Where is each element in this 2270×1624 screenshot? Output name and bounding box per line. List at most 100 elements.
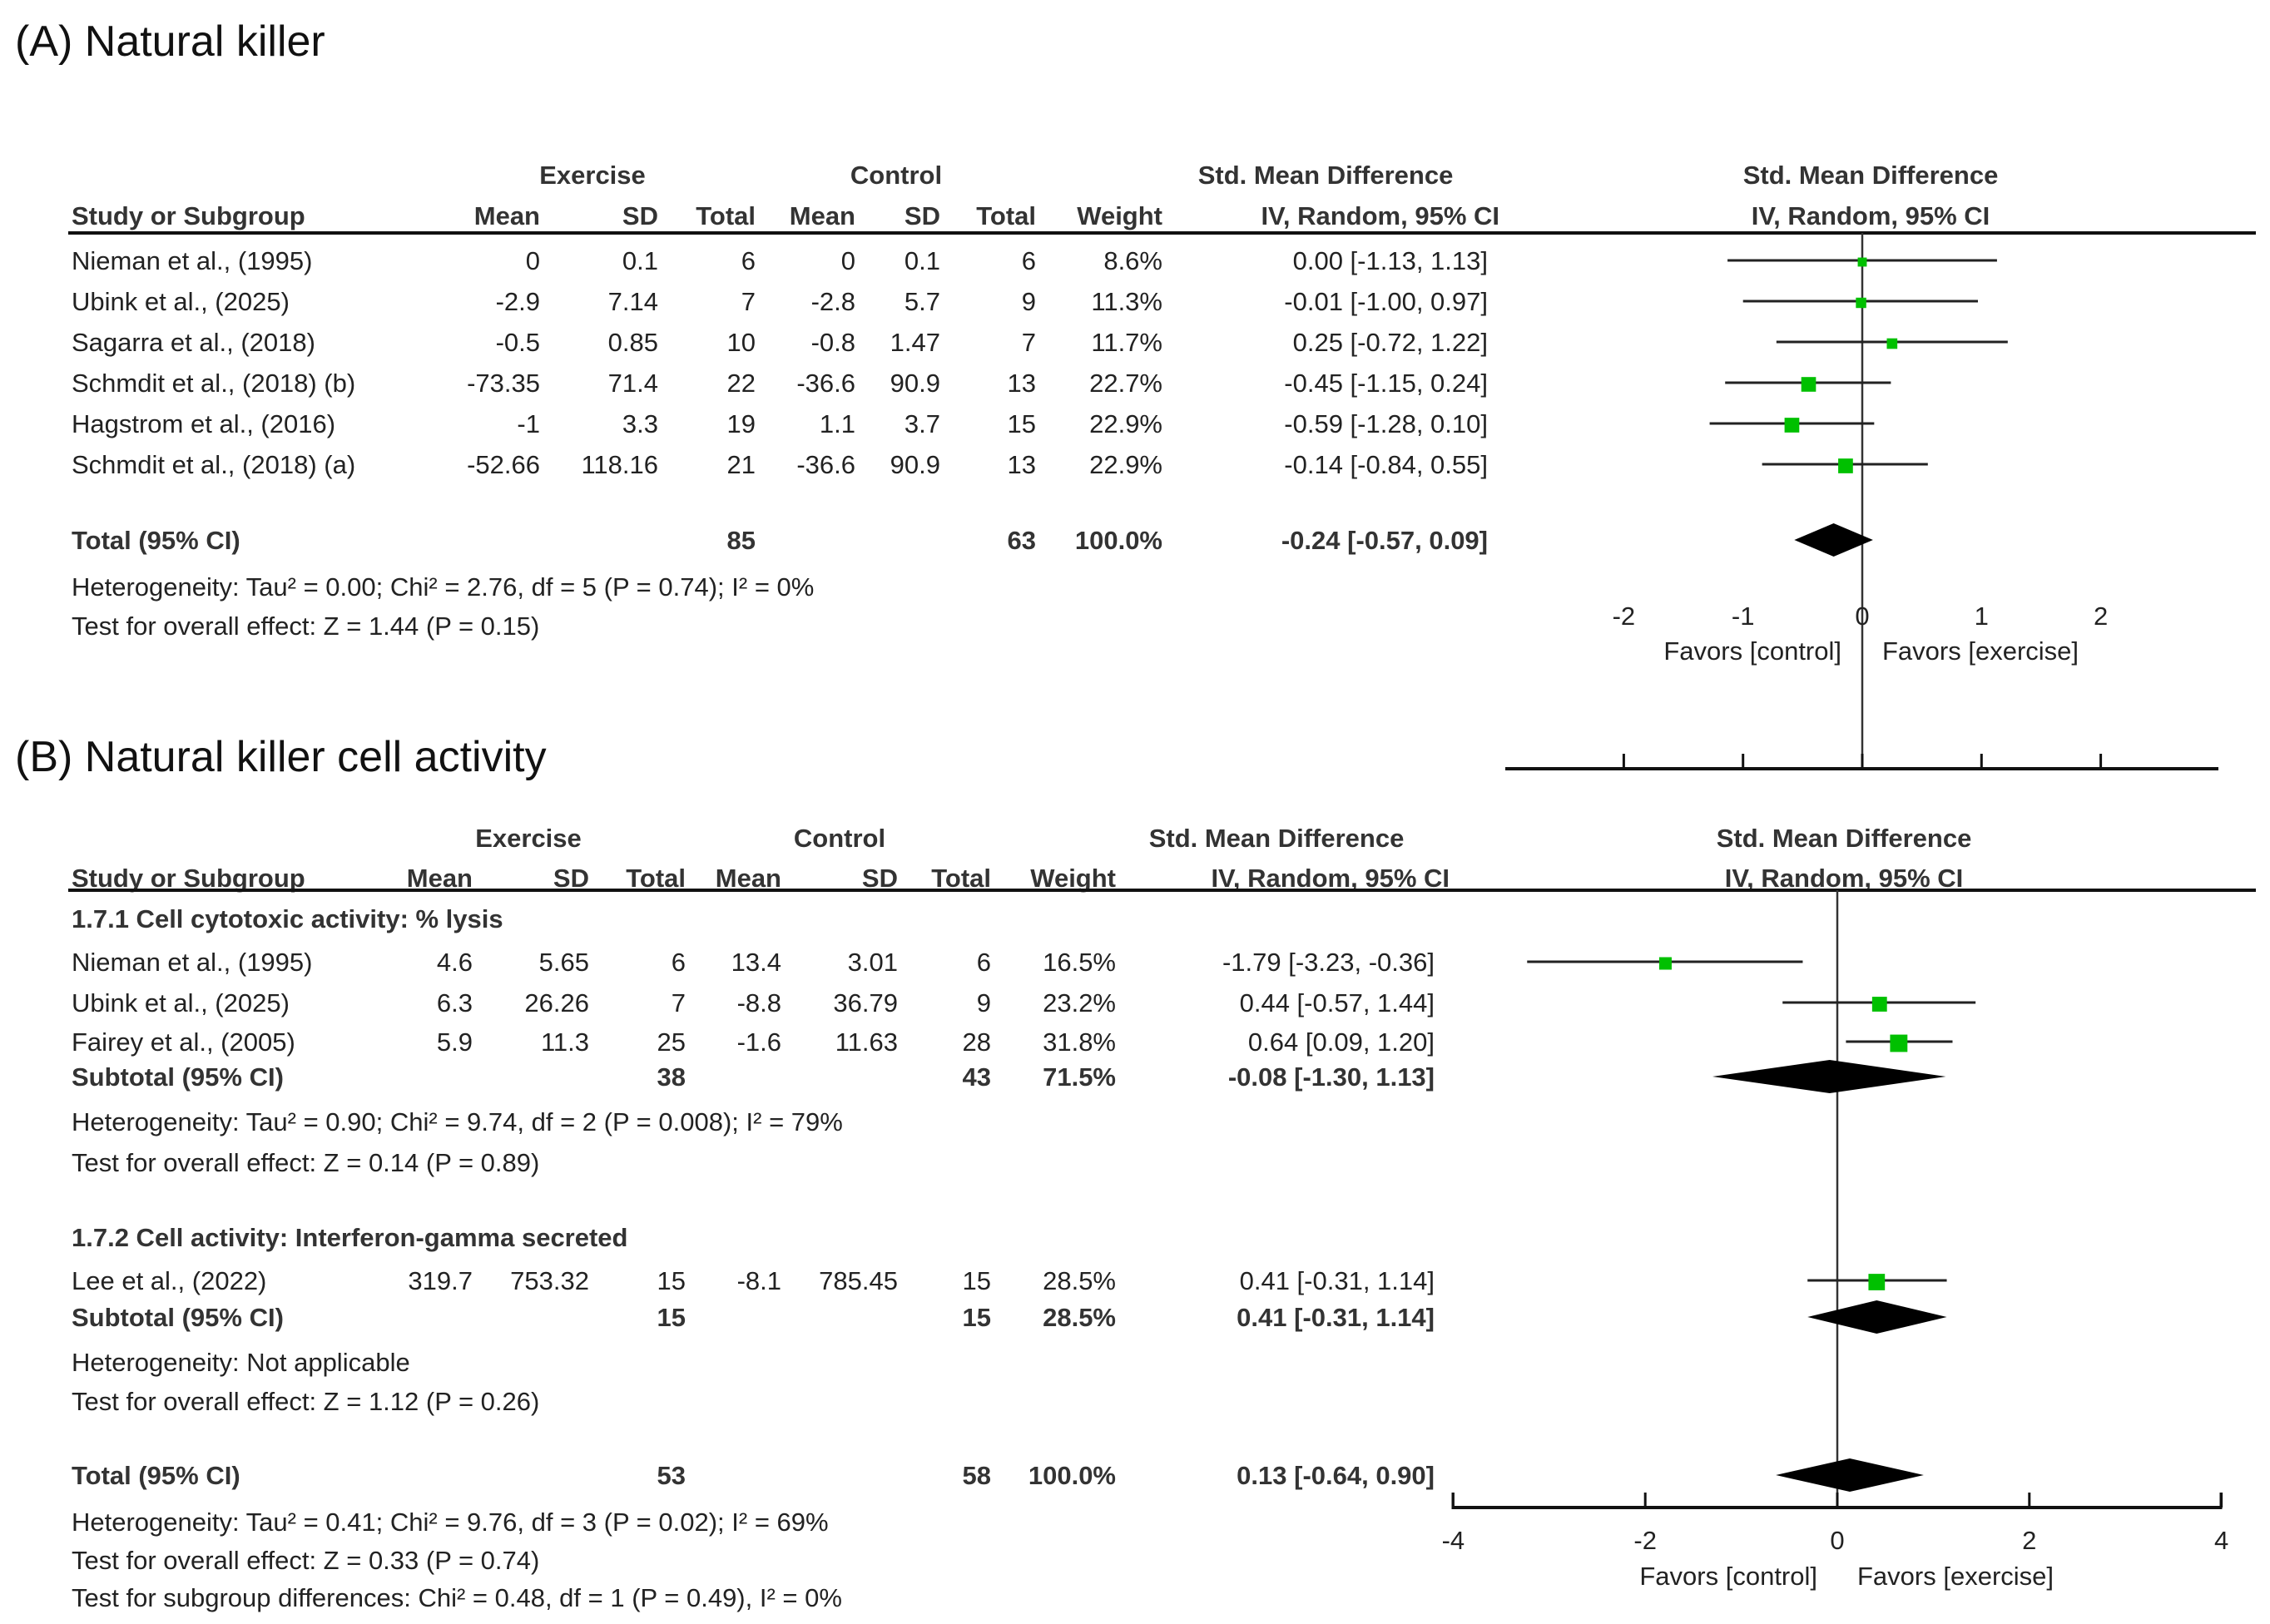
- cell-e-mean: 0: [526, 246, 540, 275]
- header-plot-ci: IV, Random, 95% CI: [1725, 864, 1964, 893]
- cell-e-total: 6: [741, 246, 756, 275]
- cell-c-mean: -36.6: [796, 450, 855, 479]
- cell-e-mean: 6.3: [437, 988, 473, 1017]
- header-c-sd: SD: [862, 864, 898, 893]
- cell-ci: 0.41 [-0.31, 1.14]: [1237, 1303, 1435, 1332]
- header-c-sd: SD: [905, 201, 940, 230]
- cell-e-mean: 4.6: [437, 948, 473, 977]
- study-name: Lee et al., (2022): [72, 1266, 266, 1295]
- cell-c-mean: -36.6: [796, 369, 855, 398]
- cell-e-total: 7: [672, 988, 686, 1017]
- header-weight: Weight: [1077, 201, 1162, 230]
- axis-tick-label: 2: [2022, 1526, 2036, 1555]
- effect-marker: [1784, 418, 1800, 433]
- cell-c-total: 6: [977, 948, 991, 977]
- statistics-note: Test for overall effect: Z = 0.14 (P = 0…: [72, 1148, 539, 1177]
- cell-ci: 0.44 [-0.57, 1.44]: [1240, 988, 1435, 1017]
- cell-weight: 11.3%: [1091, 287, 1162, 316]
- cell-c-total: 15: [963, 1266, 991, 1295]
- header-smd: Std. Mean Difference: [1198, 161, 1454, 190]
- cell-weight: 22.7%: [1089, 369, 1162, 398]
- cell-c-total: 28: [963, 1027, 991, 1057]
- cell-c-sd: 1.47: [890, 328, 940, 357]
- statistics-note: Test for subgroup differences: Chi² = 0.…: [72, 1583, 842, 1612]
- cell-weight: 22.9%: [1089, 409, 1162, 438]
- cell-e-total: 6: [672, 948, 686, 977]
- study-name: Nieman et al., (1995): [72, 948, 312, 977]
- effect-marker: [1856, 297, 1866, 309]
- cell-ci: 0.41 [-0.31, 1.14]: [1240, 1266, 1435, 1295]
- favors-control-label: Favors [control]: [1639, 1562, 1817, 1591]
- header-ci: IV, Random, 95% CI: [1211, 864, 1450, 893]
- header-c-mean: Mean: [790, 201, 855, 230]
- axis-tick-label: 0: [1855, 602, 1869, 631]
- cell-ci: -1.79 [-3.23, -0.36]: [1222, 948, 1435, 977]
- cell-e-sd: 118.16: [581, 450, 658, 479]
- cell-e-total: 10: [727, 328, 756, 357]
- statistics-note: Test for overall effect: Z = 0.33 (P = 0…: [72, 1546, 539, 1575]
- header-e-total: Total: [626, 864, 686, 893]
- cell-weight: 23.2%: [1043, 988, 1116, 1017]
- panel-title: (A) Natural killer: [15, 17, 325, 66]
- cell-c-sd: 36.79: [833, 988, 898, 1017]
- cell-e-mean: 5.9: [437, 1027, 473, 1057]
- cell-c-mean: -0.8: [811, 328, 855, 357]
- cell-ci: 0.13 [-0.64, 0.90]: [1237, 1461, 1435, 1490]
- cell-weight: 28.5%: [1043, 1266, 1116, 1295]
- favors-control-label: Favors [control]: [1663, 636, 1841, 666]
- statistics-note: Test for overall effect: Z = 1.44 (P = 0…: [72, 611, 539, 641]
- favors-exercise-label: Favors [exercise]: [1857, 1562, 2054, 1591]
- pooled-diamond: [1794, 523, 1873, 557]
- cell-c-total: 63: [1008, 526, 1036, 555]
- header-exercise: Exercise: [475, 824, 582, 853]
- cell-e-sd: 3.3: [622, 409, 658, 438]
- cell-ci: 0.00 [-1.13, 1.13]: [1293, 246, 1488, 275]
- total-label: Total (95% CI): [72, 526, 240, 555]
- header-control: Control: [794, 824, 885, 853]
- header-weight: Weight: [1030, 864, 1116, 893]
- cell-e-total: 22: [727, 369, 756, 398]
- cell-c-sd: 3.01: [848, 948, 898, 977]
- cell-e-sd: 26.26: [524, 988, 589, 1017]
- cell-c-sd: 785.45: [819, 1266, 898, 1295]
- study-name: Ubink et al., (2025): [72, 988, 290, 1017]
- cell-ci: -0.24 [-0.57, 0.09]: [1281, 526, 1488, 555]
- cell-e-mean: -2.9: [496, 287, 540, 316]
- study-name: Ubink et al., (2025): [72, 287, 290, 316]
- header-c-total: Total: [976, 201, 1036, 230]
- effect-marker: [1801, 377, 1816, 392]
- subgroup-heading: 1.7.2 Cell activity: Interferon-gamma se…: [72, 1223, 627, 1252]
- cell-e-total: 15: [657, 1266, 686, 1295]
- cell-weight: 100.0%: [1028, 1461, 1116, 1490]
- pooled-diamond: [1712, 1060, 1946, 1093]
- cell-e-total: 7: [741, 287, 756, 316]
- cell-e-total: 25: [657, 1027, 686, 1057]
- cell-c-mean: 1.1: [820, 409, 855, 438]
- axis-tick-label: -2: [1633, 1526, 1657, 1555]
- header-e-mean: Mean: [407, 864, 473, 893]
- cell-c-total: 13: [1008, 369, 1036, 398]
- cell-e-mean: -0.5: [496, 328, 540, 357]
- cell-c-mean: 0: [841, 246, 855, 275]
- cell-c-sd: 11.63: [835, 1027, 898, 1057]
- axis-tick-label: -4: [1442, 1526, 1465, 1555]
- header-e-sd: SD: [553, 864, 589, 893]
- statistics-note: Heterogeneity: Tau² = 0.41; Chi² = 9.76,…: [72, 1508, 829, 1537]
- cell-c-total: 58: [963, 1461, 991, 1490]
- cell-weight: 11.7%: [1091, 328, 1162, 357]
- effect-marker: [1658, 957, 1672, 970]
- cell-c-mean: -2.8: [811, 287, 855, 316]
- cell-e-mean: -73.35: [467, 369, 540, 398]
- cell-ci: -0.08 [-1.30, 1.13]: [1228, 1062, 1435, 1092]
- cell-e-total: 53: [657, 1461, 686, 1490]
- subgroup-heading: 1.7.1 Cell cytotoxic activity: % lysis: [72, 904, 503, 933]
- axis-tick-label: 1: [1975, 602, 1989, 631]
- effect-marker: [1886, 338, 1898, 349]
- cell-e-sd: 11.3: [541, 1027, 589, 1057]
- pooled-diamond: [1807, 1300, 1947, 1334]
- cell-c-total: 15: [1008, 409, 1036, 438]
- cell-weight: 16.5%: [1043, 948, 1116, 977]
- cell-c-sd: 5.7: [905, 287, 940, 316]
- cell-ci: -0.59 [-1.28, 0.10]: [1284, 409, 1488, 438]
- cell-e-total: 38: [657, 1062, 686, 1092]
